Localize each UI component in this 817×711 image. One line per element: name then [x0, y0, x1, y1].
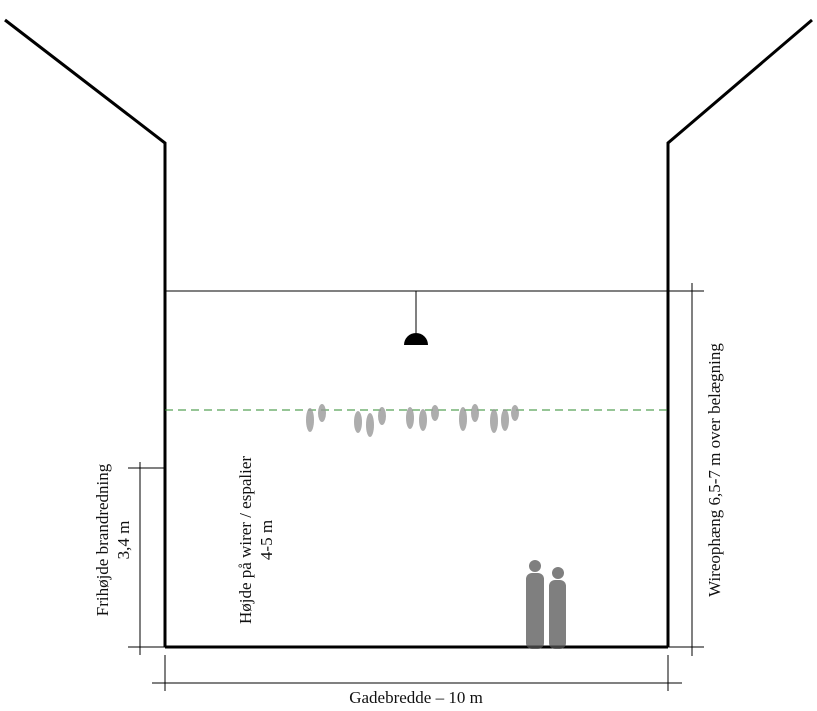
street-width-dimension	[152, 655, 682, 691]
right-building	[666, 18, 813, 647]
people	[526, 560, 566, 649]
fire-clearance-value: 3,4 m	[114, 521, 133, 560]
wire-suspension-label: Wireophæng 6,5-7 m over belægning	[705, 343, 724, 597]
hanging-plants	[306, 404, 519, 437]
wire-height-value: 4-5 m	[257, 520, 276, 560]
street-width-label: Gadebredde – 10 m	[349, 688, 483, 707]
left-building	[4, 18, 167, 647]
wire-suspension-dimension	[668, 283, 704, 656]
lamp	[404, 333, 428, 345]
fire-clearance-dimension	[128, 462, 165, 655]
wire-height-label: Højde på wirer / espalier	[236, 456, 255, 624]
fire-clearance-label: Frihøjde brandredning	[93, 463, 112, 616]
